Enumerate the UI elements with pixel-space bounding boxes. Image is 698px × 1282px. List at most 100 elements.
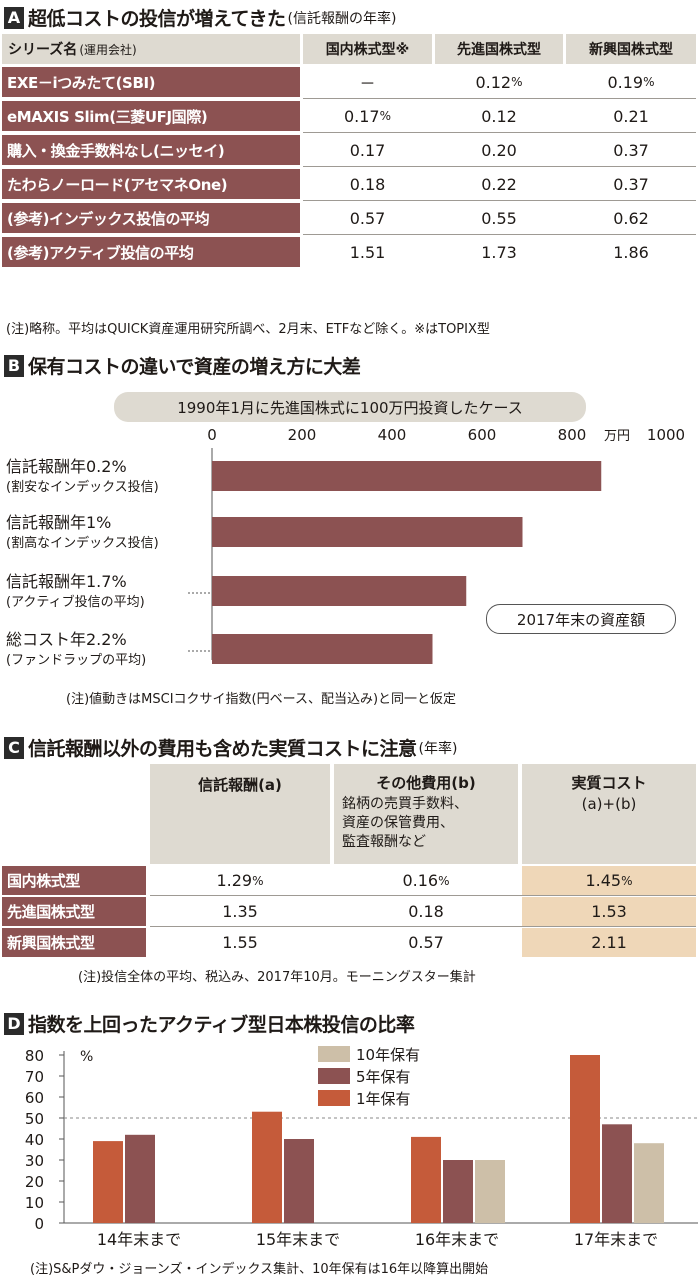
outperform-bar-chart: 0 10 20 30 40 50 60 70 80 % 14年末まで 15年末まで 16年末まで 17年末…: [25, 1046, 698, 1249]
cell-value: 0.37: [613, 174, 649, 194]
c-header-detail: 資産の保管費用、: [342, 815, 454, 831]
c-header-col1: 信託報酬(a): [150, 764, 330, 864]
y-tick-label: 50: [25, 1110, 44, 1128]
table-cell: 1.51: [303, 237, 432, 267]
category-label: 信託報酬年1%: [6, 513, 111, 532]
category-sublabel: (ファンドラップの平均): [6, 653, 146, 668]
table-row-label: (参考)インデックス投信の平均: [2, 203, 300, 233]
table-cell: 0.21: [566, 101, 696, 131]
x-tick-label: 200: [288, 426, 317, 444]
y-unit-label: %: [80, 1049, 93, 1065]
x-unit-label: 万円: [604, 429, 630, 444]
table-cell: 0.20: [435, 135, 563, 165]
table-cell: 1.53: [522, 897, 696, 926]
table-cell: 0.16%: [334, 866, 518, 895]
bar: [570, 1055, 600, 1223]
table-cell: 0.55: [435, 203, 563, 233]
cell-value: 2.11: [591, 933, 627, 952]
cell-value: －: [359, 74, 376, 93]
table-cell: 1.35: [150, 897, 330, 926]
legend-label: 1年保有: [356, 1090, 411, 1108]
table-header-col: 新興国株式型: [566, 34, 696, 64]
y-tick-label: 80: [25, 1047, 44, 1065]
c-header-detail: 監査報酬など: [342, 834, 426, 850]
x-tick-label: 14年末まで: [97, 1230, 181, 1249]
legend-swatch: [318, 1090, 350, 1106]
row-divider: [303, 200, 696, 201]
table-row-label: 購入・換金手数料なし(ニッセイ): [2, 135, 300, 165]
cell-value: 1.86: [613, 242, 649, 262]
row-divider: [303, 98, 696, 99]
cell-value: 0.17: [343, 106, 380, 126]
table-cell: 0.37: [566, 169, 696, 199]
cell-unit: %: [643, 75, 655, 89]
cell-value: 1.73: [481, 242, 517, 262]
row-divider: [303, 132, 696, 133]
section-d-heading: 指数を上回ったアクティブ型日本株投信の比率: [28, 1014, 415, 1036]
category-sublabel: (アクティブ投信の平均): [6, 594, 145, 610]
section-a-note: (注)略称。平均はQUICK資産運用研究所調べ、2月末、ETFなど除く。※はTO…: [6, 322, 490, 337]
table-cell: 1.73: [435, 237, 563, 267]
y-tick-label: 0: [34, 1215, 44, 1233]
table-cell: 0.62: [566, 203, 696, 233]
bar: [475, 1160, 505, 1223]
cell-value: 0.21: [613, 106, 649, 126]
x-tick-label: 400: [378, 426, 407, 444]
bar: [634, 1143, 664, 1223]
y-tick-label: 10: [25, 1194, 44, 1212]
y-tick-label: 40: [25, 1131, 44, 1149]
cell-unit: %: [438, 873, 450, 888]
bar: [212, 517, 523, 547]
table-row-label: (参考)アクティブ投信の平均: [2, 237, 300, 267]
section-a-subtitle: (信託報酬の年率): [287, 10, 397, 27]
table-header-col: 国内株式型※: [303, 34, 432, 64]
bar: [443, 1160, 473, 1223]
bar: [212, 634, 433, 664]
table-cell: －: [303, 67, 432, 97]
y-tick-label: 70: [25, 1068, 44, 1086]
table-cell: 0.18: [334, 897, 518, 926]
asset-value-label: 2017年末の資産額: [486, 604, 676, 634]
section-a-heading: 超低コストの投信が増えてきた: [28, 8, 286, 30]
bar: [411, 1136, 441, 1223]
row-divider: [150, 895, 696, 896]
bar: [125, 1134, 155, 1223]
bar: [212, 576, 467, 606]
table-cell: 0.12%: [435, 67, 563, 97]
cell-unit: %: [379, 109, 392, 123]
cell-value: 0.37: [613, 140, 649, 160]
cell-value: 1.55: [222, 933, 258, 952]
section-b-letter: B: [4, 354, 24, 377]
cell-value: 1.45: [585, 871, 622, 890]
cell-value: 0.12: [481, 106, 517, 126]
x-tick-label: 15年末まで: [256, 1230, 340, 1249]
x-tick-label: 17年末まで: [574, 1230, 658, 1249]
table-row-label: eMAXIS Slim(三菱UFJ国際): [2, 101, 300, 131]
section-a-title: A 超低コストの投信が増えてきた (信託報酬の年率): [4, 4, 396, 31]
series-header-sub: (運用会社): [79, 42, 137, 57]
row-divider: [303, 234, 696, 235]
c-header-other: その他費用(b): [376, 774, 476, 792]
bar: [284, 1139, 314, 1223]
cell-unit: %: [252, 873, 264, 888]
section-d-note: (注)S&Pダウ・ジョーンズ・インデックス集計、10年保有は16年以降算出開始: [30, 1262, 489, 1277]
y-tick-label: 30: [25, 1152, 44, 1170]
table-cell: 0.57: [303, 203, 432, 233]
cell-value: 1.29: [216, 871, 253, 890]
category-label: 信託報酬年1.7%: [6, 572, 127, 591]
row-divider: [303, 166, 696, 167]
x-tick-label: 600: [468, 426, 497, 444]
category-label: 総コスト年2.2%: [6, 630, 127, 649]
cell-unit: %: [621, 873, 633, 888]
cell-value: 0.16: [402, 871, 439, 890]
cell-value: 1.51: [349, 242, 386, 262]
c-header-col2: その他費用(b) 銘柄の売買手数料、 資産の保管費用、 監査報酬など: [334, 764, 518, 864]
cell-value: 0.57: [408, 933, 444, 952]
table-cell: 1.55: [150, 928, 330, 957]
section-b-note: (注)値動きはMSCIコクサイ指数(円ベース、配当込み)と同一と仮定: [66, 692, 457, 707]
table-cell: 1.29%: [150, 866, 330, 895]
c-header-detail: 銘柄の売買手数料、: [342, 796, 468, 812]
cell-value: 0.57: [349, 208, 386, 228]
table-cell: 2.11: [522, 928, 696, 957]
